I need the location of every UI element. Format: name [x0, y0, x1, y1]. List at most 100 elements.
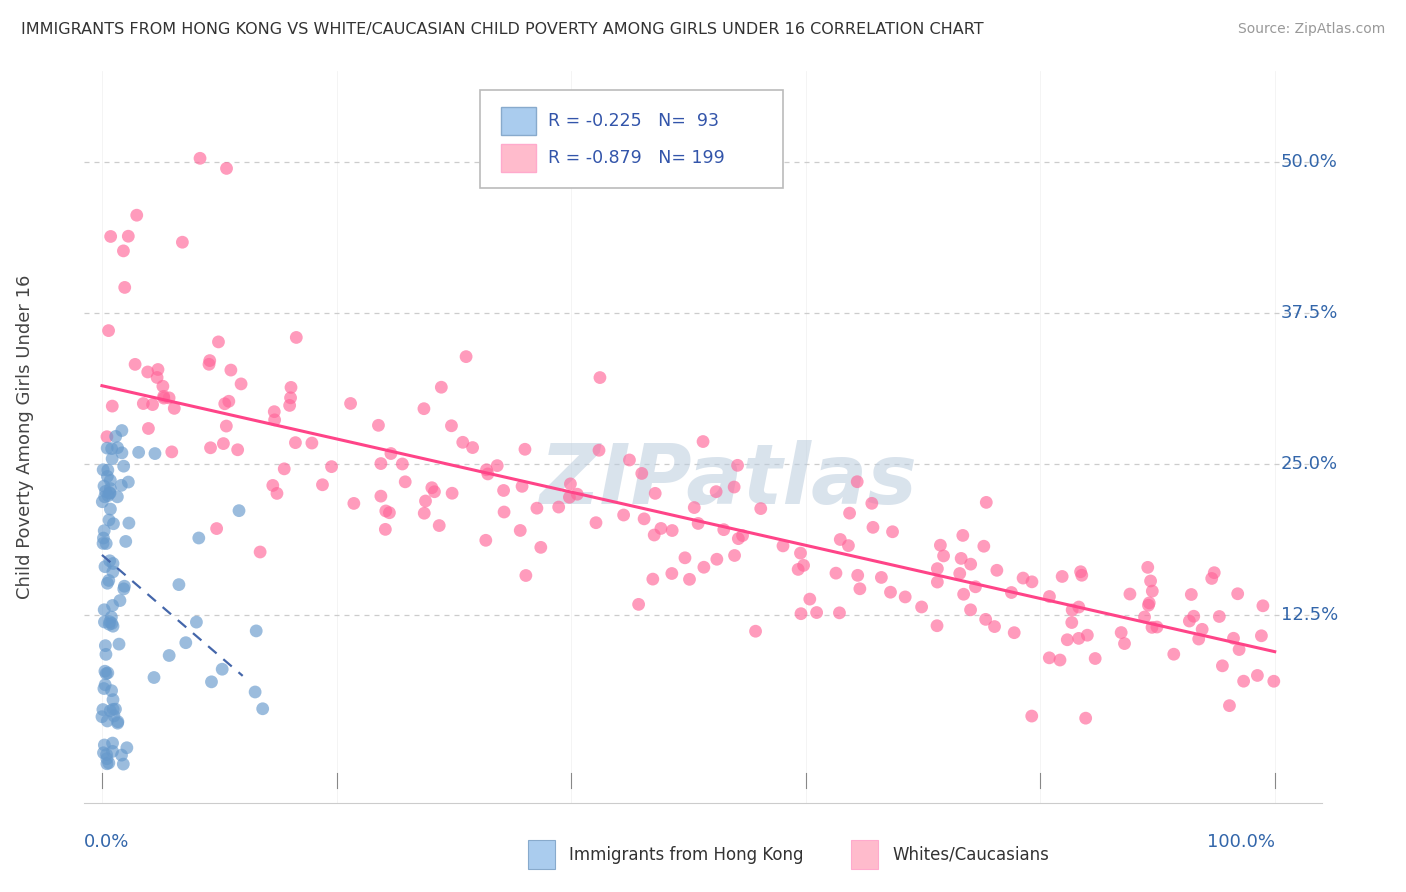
Point [100, 229, 122, 244]
Point [394, 475, 416, 489]
Point [263, 405, 285, 419]
Text: Child Poverty Among Girls Under 16: Child Poverty Among Girls Under 16 [15, 275, 34, 599]
Point [1204, 566, 1226, 580]
Point [492, 483, 515, 498]
Point [644, 486, 666, 500]
FancyBboxPatch shape [502, 144, 536, 171]
Point [117, 475, 139, 489]
Text: Immigrants from Hong Kong: Immigrants from Hong Kong [569, 846, 804, 863]
Point [97, 324, 120, 338]
Point [104, 429, 127, 443]
Point [793, 558, 815, 573]
Point [440, 418, 463, 433]
Point [101, 736, 124, 750]
Point [558, 490, 581, 504]
Point [423, 484, 446, 499]
Point [799, 592, 821, 607]
Point [112, 244, 135, 258]
Text: ■: ■ [853, 843, 876, 866]
Point [211, 662, 233, 676]
Point [311, 477, 333, 491]
Point [136, 365, 159, 379]
Point [207, 334, 229, 349]
Point [744, 624, 766, 639]
Point [1070, 568, 1092, 582]
Point [101, 451, 124, 466]
Point [157, 391, 180, 405]
Point [163, 401, 186, 416]
Point [187, 531, 209, 545]
Point [111, 446, 134, 460]
Point [243, 685, 266, 699]
Point [927, 561, 949, 575]
Point [828, 606, 851, 620]
Point [882, 524, 904, 539]
Point [1137, 599, 1160, 613]
Point [98, 704, 121, 718]
Point [530, 541, 553, 555]
Point [704, 484, 727, 499]
Point [973, 539, 995, 553]
Point [112, 757, 135, 772]
Point [974, 612, 997, 626]
Point [301, 436, 323, 450]
Point [692, 434, 714, 449]
Point [1222, 632, 1244, 646]
Point [1109, 625, 1132, 640]
Point [959, 603, 981, 617]
Point [1002, 625, 1025, 640]
Point [641, 572, 664, 586]
Point [118, 516, 141, 530]
Point [1182, 609, 1205, 624]
Point [461, 441, 484, 455]
Point [1163, 647, 1185, 661]
Point [1218, 698, 1240, 713]
Text: 12.5%: 12.5% [1281, 607, 1339, 624]
Point [1233, 674, 1256, 689]
Point [101, 557, 124, 571]
Text: Whites/Caucasians: Whites/Caucasians [893, 846, 1050, 863]
Point [101, 399, 124, 413]
Point [673, 550, 696, 565]
Point [451, 435, 474, 450]
Point [370, 457, 392, 471]
Point [619, 453, 641, 467]
Point [1056, 632, 1078, 647]
Point [633, 512, 655, 526]
Point [378, 506, 401, 520]
Text: ■: ■ [530, 843, 553, 866]
Point [1038, 650, 1060, 665]
Point [1226, 587, 1249, 601]
Point [114, 534, 136, 549]
Point [513, 442, 536, 457]
Point [97, 665, 120, 680]
Point [693, 560, 716, 574]
Point [245, 624, 267, 638]
Point [128, 445, 150, 459]
Point [1133, 610, 1156, 624]
Point [1060, 615, 1083, 630]
Point [661, 524, 683, 538]
Point [100, 610, 122, 624]
Point [101, 692, 124, 706]
Point [1146, 620, 1168, 634]
Point [515, 568, 537, 582]
Point [1136, 560, 1159, 574]
Point [112, 582, 135, 596]
Point [138, 421, 160, 435]
Point [526, 501, 548, 516]
Point [806, 606, 828, 620]
Point [630, 467, 652, 481]
Point [413, 401, 436, 416]
Point [96, 752, 118, 766]
Point [101, 616, 124, 631]
Point [98, 486, 121, 500]
Point [1201, 571, 1223, 585]
Point [1140, 620, 1163, 634]
Text: 100.0%: 100.0% [1206, 833, 1275, 851]
Point [143, 671, 166, 685]
Point [219, 363, 242, 377]
Point [284, 435, 307, 450]
Point [846, 475, 869, 489]
Point [1208, 609, 1230, 624]
